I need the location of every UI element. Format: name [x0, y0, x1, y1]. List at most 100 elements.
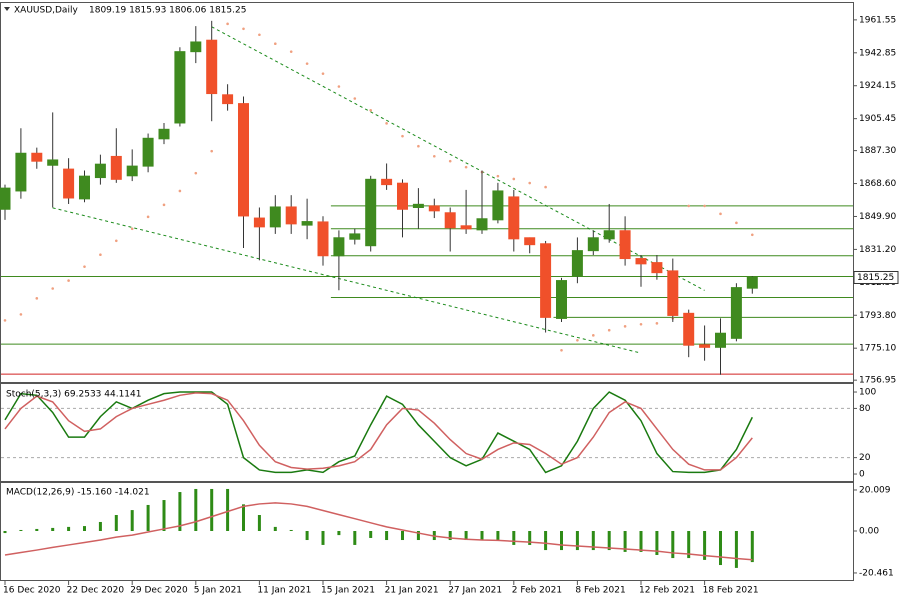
- sar-dot: [639, 322, 643, 326]
- sar-dot: [337, 85, 341, 88]
- y-tick-label: 80: [859, 404, 871, 414]
- candle-body: [381, 178, 393, 186]
- macd-bar: [226, 488, 230, 531]
- macd-bar: [305, 531, 309, 541]
- candle-body: [63, 168, 75, 199]
- candle-body: [571, 250, 583, 277]
- sar-dot: [576, 338, 579, 342]
- candle-body: [238, 103, 249, 217]
- sar-dot: [719, 212, 722, 216]
- last-price-label: 1815.25: [857, 273, 894, 283]
- y-tick-label: 0: [859, 470, 865, 480]
- macd-bar: [114, 515, 118, 531]
- x-tick-label: 27 Jan 2021: [448, 586, 502, 596]
- sar-dot: [560, 349, 563, 352]
- sar-dot: [146, 215, 150, 219]
- macd-bar: [544, 531, 548, 551]
- y-tick-label: 1924.15: [859, 81, 896, 91]
- candle-body: [301, 221, 313, 226]
- candle-body: [269, 206, 281, 228]
- candle-body: [619, 230, 631, 260]
- candle-body: [158, 128, 170, 140]
- sar-dot: [592, 334, 595, 337]
- sar-dot: [735, 221, 738, 225]
- macd-bar: [671, 531, 675, 559]
- candle-body: [79, 175, 90, 200]
- macd-bar: [416, 531, 420, 541]
- macd-bar: [146, 504, 150, 531]
- indicator-title: MACD(12,26,9) -15.160 -14.021: [6, 488, 150, 498]
- candle-body: [651, 262, 663, 274]
- macd-bar: [98, 521, 102, 531]
- y-tick-label: 100: [859, 388, 876, 398]
- macd-bar: [496, 531, 500, 541]
- macd-bar: [51, 527, 55, 531]
- trend-line: [52, 207, 642, 354]
- sar-dot: [178, 189, 182, 193]
- sar-dot: [305, 62, 309, 65]
- candle-body: [524, 237, 536, 246]
- macd-bar: [623, 531, 627, 552]
- y-tick-label: 1868.60: [859, 179, 896, 189]
- sar-dot: [703, 204, 706, 208]
- candle-body: [508, 196, 520, 240]
- indicator-title: Stoch(5,3,3) 69.2533 44.1141: [6, 390, 141, 400]
- candle-body: [31, 152, 43, 162]
- candle-body: [587, 237, 599, 252]
- macd-bar: [337, 531, 341, 536]
- sar-dot: [35, 297, 39, 300]
- signal-line: [4, 502, 753, 561]
- candle-body: [476, 218, 488, 231]
- macd-bar: [273, 526, 277, 531]
- candle-body: [715, 332, 726, 348]
- candle-body: [412, 203, 424, 208]
- macd-bar: [385, 531, 389, 541]
- sar-dot: [401, 134, 404, 138]
- macd-bar: [162, 500, 166, 531]
- y-tick-label: 20.009: [859, 485, 891, 495]
- x-tick-label: 11 Jan 2021: [257, 586, 311, 596]
- sar-dot: [274, 42, 277, 46]
- sar-dot: [321, 72, 325, 75]
- sar-dot: [528, 181, 531, 185]
- sar-dot: [544, 185, 547, 189]
- candle-body: [94, 163, 106, 179]
- sar-dot: [210, 149, 213, 153]
- macd-bar: [289, 529, 293, 531]
- y-tick-label: 1793.80: [859, 311, 896, 321]
- macd-bar: [242, 504, 245, 531]
- ohlc-text: 1809.19 1815.93 1806.06 1815.25: [89, 6, 246, 16]
- sar-dot: [607, 328, 611, 332]
- y-tick-label: 0.00: [859, 527, 879, 537]
- y-tick-label: 1831.20: [859, 245, 896, 255]
- candle-body: [460, 225, 472, 230]
- y-tick-label: -20.461: [859, 568, 894, 578]
- sar-dot: [130, 227, 134, 231]
- sar-dot: [353, 97, 357, 100]
- sar-dot: [115, 239, 118, 243]
- sar-dot: [512, 177, 516, 181]
- macd-bar: [3, 531, 7, 534]
- candle-body: [190, 41, 202, 53]
- sar-dot: [242, 27, 245, 31]
- x-tick-label: 15 Jan 2021: [321, 586, 375, 596]
- sar-dot: [51, 287, 54, 290]
- candle-body: [635, 258, 647, 265]
- sar-dot: [417, 144, 420, 148]
- candle-body: [397, 182, 408, 210]
- sar-dot: [687, 204, 690, 208]
- candle-body: [126, 165, 138, 177]
- y-tick-label: 1942.85: [859, 48, 896, 58]
- sar-dot: [464, 165, 468, 169]
- sar-dot: [162, 203, 166, 207]
- macd-bar: [353, 531, 357, 545]
- sar-dot: [623, 325, 627, 328]
- stoch-line: [4, 392, 753, 471]
- candle-body: [556, 280, 567, 319]
- candle-body: [206, 39, 218, 95]
- sar-dot: [83, 265, 86, 268]
- sar-dot: [258, 33, 261, 37]
- candle-body: [667, 270, 679, 316]
